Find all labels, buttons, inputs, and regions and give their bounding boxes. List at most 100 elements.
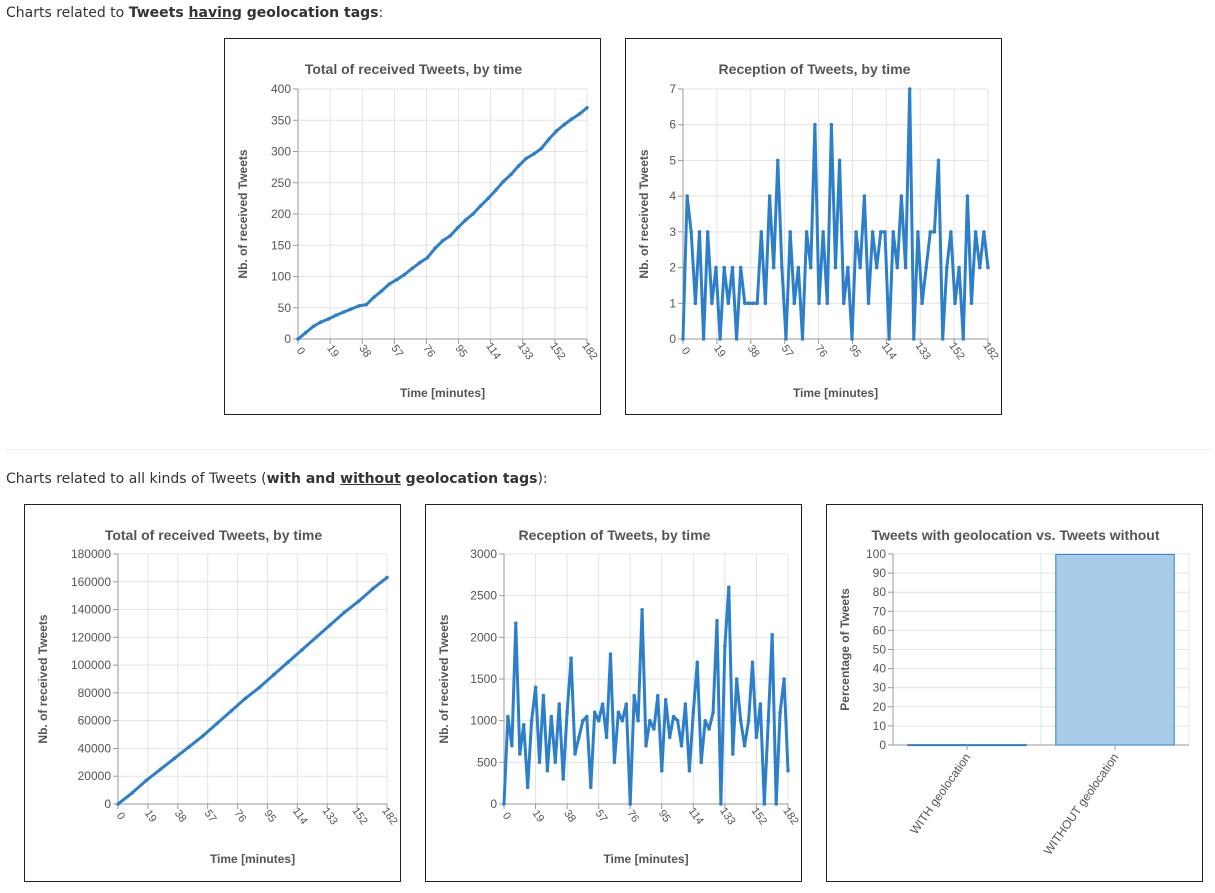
y-tick-label: 120000: [71, 630, 111, 644]
data-point: [510, 743, 514, 748]
y-tick-label: 1: [669, 296, 676, 310]
data-point: [364, 302, 369, 307]
data-point: [703, 718, 707, 723]
data-point: [660, 768, 664, 773]
y-tick-label: 1000: [470, 714, 497, 728]
data-point: [620, 718, 625, 723]
data-point: [533, 685, 538, 690]
y-tick-label: 60: [873, 623, 887, 637]
x-tick-label: 76: [420, 343, 437, 360]
data-point: [788, 230, 792, 234]
x-axis-title: Time [minutes]: [400, 386, 485, 400]
data-point: [585, 714, 589, 719]
data-point: [887, 337, 891, 341]
y-tick-label: 0: [104, 797, 111, 811]
data-point: [691, 710, 696, 715]
data-point: [628, 802, 632, 806]
data-point: [585, 106, 589, 110]
chart-svg: Total of received Tweets, by time 0 20000 4…: [36, 527, 400, 866]
data-point: [271, 673, 276, 677]
y-tick-label: 2500: [470, 589, 497, 603]
data-point: [624, 702, 629, 706]
data-point: [632, 693, 636, 698]
data-point: [854, 230, 858, 234]
data-point: [766, 718, 771, 723]
data-point: [319, 320, 323, 324]
data-point: [751, 301, 755, 306]
data-point: [440, 239, 445, 243]
x-tick-label: 0: [114, 810, 127, 822]
data-point: [570, 117, 574, 121]
data-point: [663, 698, 668, 702]
x-tick-label: 114: [483, 341, 503, 362]
y-axis-title: Nb. of received Tweets: [437, 614, 451, 743]
data-point: [841, 301, 846, 306]
data-point: [809, 265, 813, 270]
data-point: [685, 194, 689, 198]
data-point: [965, 194, 970, 198]
y-tick-label: 7: [669, 82, 676, 96]
y-tick-label: 90: [873, 566, 887, 580]
data-point: [387, 282, 392, 286]
data-point: [116, 802, 120, 806]
y-tick-label: 4: [669, 189, 676, 203]
data-point: [581, 718, 585, 723]
y-tick-label: 10: [873, 719, 887, 733]
data-point: [821, 230, 825, 234]
y-axis-title: Nb. of received Tweets: [36, 614, 50, 743]
data-point: [525, 785, 530, 790]
data-point: [850, 337, 854, 341]
data-point: [715, 618, 719, 623]
x-tick-label: 114: [686, 806, 706, 827]
data-point: [734, 337, 739, 341]
x-tick-label: 38: [745, 343, 762, 360]
chart-title: Total of received Tweets, by time: [305, 61, 523, 77]
chart-geo-vs-without: Tweets with geolocation vs. Tweets witho…: [826, 504, 1203, 882]
x-tick-label: 38: [172, 808, 189, 825]
data-point: [759, 230, 764, 234]
y-tick-label: 100: [271, 270, 291, 284]
chart-geo-total: Total of received Tweets, by time 0 50 100 1…: [224, 38, 601, 415]
data-point: [592, 710, 597, 715]
data-point: [891, 230, 895, 234]
data-point: [201, 734, 205, 738]
x-tick-label: 0: [500, 810, 513, 822]
data-point: [379, 289, 384, 293]
series-line: [117, 576, 388, 806]
data-point: [341, 310, 346, 314]
data-point: [648, 718, 652, 723]
data-point: [300, 648, 304, 652]
y-tick-label: 0: [879, 738, 886, 752]
data-point: [747, 301, 751, 306]
x-tick-label: 133: [319, 805, 339, 827]
data-point: [612, 760, 617, 765]
data-point: [718, 337, 722, 341]
x-tick-label: 152: [946, 340, 966, 362]
data-point: [730, 265, 735, 270]
section-title-underline: without: [340, 471, 401, 487]
x-tick-label: WITH geolocation: [907, 751, 973, 837]
data-point: [385, 575, 389, 580]
x-tick-label: 38: [561, 808, 578, 825]
data-point: [349, 307, 353, 311]
data-point: [478, 204, 483, 208]
x-tick-label: 114: [290, 806, 310, 827]
y-tick-label: 500: [477, 755, 497, 769]
data-point: [829, 122, 834, 127]
x-tick-label: 0: [679, 345, 692, 357]
data-point: [792, 301, 797, 306]
data-point: [448, 234, 452, 238]
data-point: [961, 337, 966, 341]
data-point: [774, 802, 778, 806]
data-point: [825, 301, 830, 306]
data-point: [862, 194, 867, 198]
data-point: [874, 265, 879, 270]
y-tick-label: 150: [271, 238, 291, 252]
data-point: [746, 718, 751, 723]
data-point: [726, 301, 731, 306]
y-tick-label: 100: [866, 547, 886, 561]
x-tick-label: 76: [624, 808, 641, 825]
data-point: [311, 324, 315, 329]
data-point: [656, 693, 660, 698]
data-point: [734, 677, 739, 681]
